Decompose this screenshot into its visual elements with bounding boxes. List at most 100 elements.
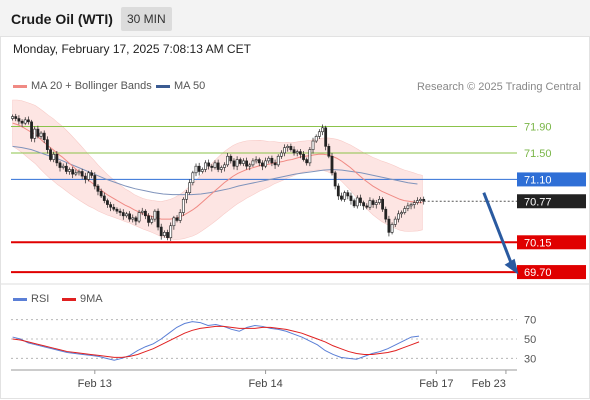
- candle: [311, 140, 315, 150]
- candle: [254, 159, 258, 162]
- candle: [292, 149, 296, 154]
- candle: [409, 204, 413, 207]
- candle: [80, 171, 84, 177]
- candle: [150, 218, 154, 223]
- rsi-ma-line: [12, 325, 420, 358]
- candle: [147, 215, 150, 223]
- candle: [71, 169, 75, 175]
- candle: [359, 197, 362, 203]
- candle: [112, 206, 116, 210]
- candle: [26, 119, 30, 123]
- level-label-69-70: 69.70: [524, 267, 552, 279]
- candle: [14, 116, 18, 119]
- candle: [90, 172, 94, 176]
- candle: [144, 210, 147, 217]
- candle: [156, 210, 160, 228]
- candle: [371, 200, 375, 205]
- candle: [378, 198, 381, 203]
- candle: [330, 155, 334, 174]
- candle: [406, 205, 410, 209]
- candle: [42, 132, 46, 141]
- candle: [153, 210, 157, 220]
- legend-ma50: MA 50: [156, 80, 205, 92]
- timestamp: Monday, February 17, 2025 7:08:13 AM CET: [13, 42, 251, 56]
- rsi-ma-legend-label: 9MA: [80, 293, 103, 305]
- rsi-legend-label: RSI: [31, 293, 50, 305]
- candle: [172, 217, 176, 227]
- timeframe-button[interactable]: 30 MIN: [121, 7, 172, 31]
- candle: [223, 164, 226, 168]
- candle: [194, 165, 198, 174]
- candle: [390, 224, 394, 233]
- header-bar: [0, 0, 590, 36]
- level-badge-70-15: [517, 235, 586, 250]
- candle: [397, 213, 400, 220]
- candle: [308, 149, 312, 164]
- forecast-arrow: [482, 192, 514, 268]
- level-badge-69-70: [517, 265, 586, 280]
- last-price-badge: [517, 194, 586, 209]
- candle: [68, 169, 71, 172]
- candle: [49, 149, 52, 160]
- x-tick-label: Feb 13: [78, 378, 112, 390]
- candle: [99, 191, 103, 197]
- candle: [365, 205, 369, 208]
- candle: [33, 128, 37, 139]
- candle: [403, 208, 407, 213]
- candle: [74, 172, 78, 175]
- candle: [36, 128, 40, 137]
- candle: [213, 162, 217, 168]
- candle: [64, 165, 68, 172]
- candle: [327, 146, 331, 157]
- candle: [118, 210, 122, 213]
- x-tick-label: Feb 23: [472, 378, 506, 390]
- rsi-tick-70: 70: [524, 315, 536, 327]
- candle: [134, 217, 138, 222]
- candle: [264, 160, 267, 167]
- candle: [58, 162, 62, 168]
- candle: [352, 200, 356, 207]
- candle: [226, 155, 230, 166]
- legend-rsi-ma: 9MA: [62, 293, 103, 305]
- ma50-swatch: [156, 84, 170, 88]
- candle: [349, 195, 353, 201]
- candle: [216, 162, 220, 170]
- rsi-swatch: [13, 297, 27, 301]
- rsi-tick-50: 50: [524, 334, 536, 346]
- forecast-arrow-head: [504, 258, 519, 275]
- candle: [412, 202, 416, 205]
- candle: [279, 152, 283, 157]
- candle: [181, 198, 185, 213]
- candle: [39, 132, 43, 137]
- candle: [197, 165, 201, 172]
- candle: [210, 165, 214, 168]
- candle: [30, 121, 33, 139]
- candle: [381, 198, 384, 210]
- candle: [169, 225, 173, 238]
- candle: [219, 167, 223, 170]
- candle: [298, 151, 302, 155]
- x-tick-label: Feb 17: [419, 378, 453, 390]
- copyright-text: Research © 2025 Trading Central: [416, 81, 581, 93]
- candle: [115, 208, 119, 212]
- candle: [55, 153, 59, 164]
- candle: [45, 139, 49, 150]
- candle: [400, 212, 403, 215]
- legend-rsi: RSI: [13, 293, 49, 305]
- ma50-line: [12, 145, 418, 196]
- candle: [20, 120, 24, 124]
- ma20-legend-label: MA 20 + Bollinger Bands: [31, 80, 152, 92]
- candle: [96, 185, 100, 192]
- candle: [374, 202, 378, 205]
- candle: [131, 217, 135, 220]
- candle: [242, 160, 245, 164]
- candle: [336, 185, 340, 197]
- candle: [302, 153, 305, 160]
- candle: [289, 146, 293, 150]
- candle: [276, 155, 280, 166]
- level-badge-71-10: [517, 172, 586, 187]
- x-tick-label: Feb 14: [248, 378, 282, 390]
- candle: [340, 195, 343, 200]
- candle: [317, 131, 321, 137]
